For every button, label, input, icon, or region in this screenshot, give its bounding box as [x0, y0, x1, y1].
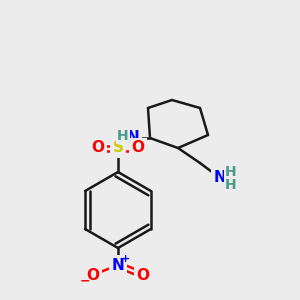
Text: O: O — [86, 268, 100, 283]
Text: H: H — [225, 178, 237, 192]
Text: N: N — [127, 130, 140, 146]
Text: O: O — [131, 140, 145, 155]
Text: N: N — [112, 257, 124, 272]
Text: N: N — [214, 170, 226, 185]
Text: S: S — [112, 140, 124, 155]
Text: O: O — [136, 268, 149, 283]
Text: +: + — [122, 254, 130, 264]
Text: O: O — [92, 140, 104, 155]
Text: −: − — [80, 274, 90, 287]
Text: H: H — [117, 129, 129, 143]
Text: H: H — [225, 165, 237, 179]
